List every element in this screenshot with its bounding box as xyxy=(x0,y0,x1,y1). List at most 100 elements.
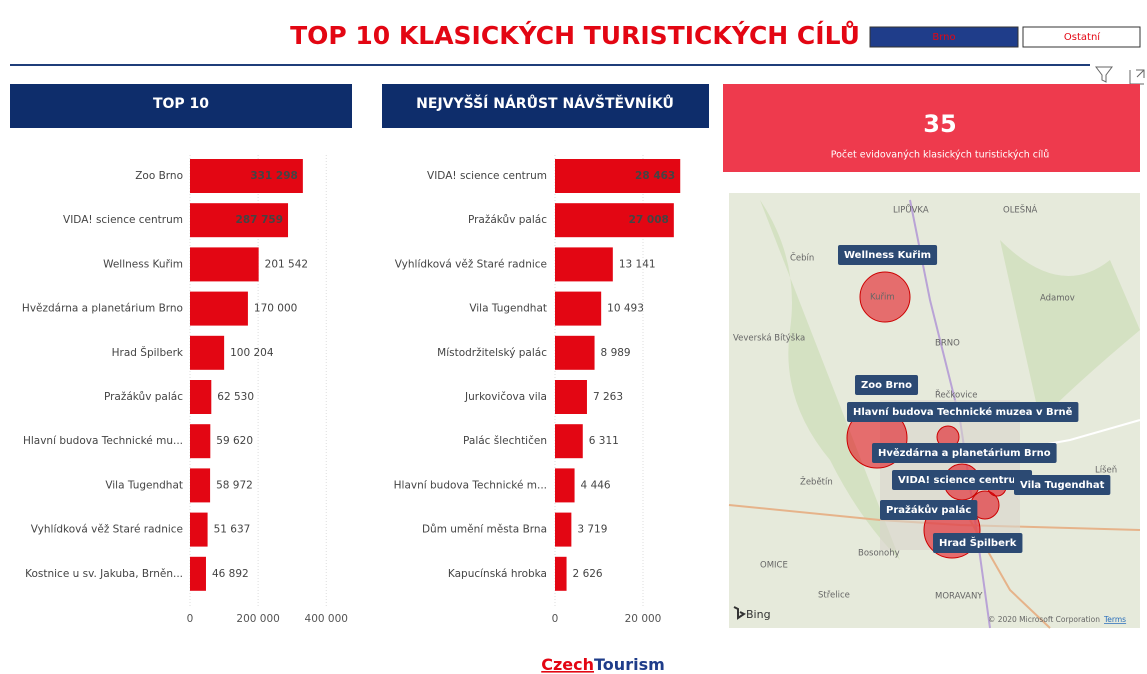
panel-header xyxy=(10,84,352,128)
bar xyxy=(555,335,595,370)
map-label[interactable]: Vila Tugendhat xyxy=(1014,475,1111,495)
bar xyxy=(190,512,208,547)
value-label: 8 989 xyxy=(601,347,631,359)
map-label-box[interactable] xyxy=(855,375,919,395)
value-label: 6 311 xyxy=(589,435,619,447)
category-label: Pražákův palác xyxy=(104,391,183,403)
map-label[interactable]: Hrad Špilberk xyxy=(933,533,1023,553)
bar xyxy=(190,247,259,282)
map-place: Řečkovice xyxy=(935,390,978,401)
map-label-box[interactable] xyxy=(892,470,1033,490)
map-label[interactable]: Hlavní budova Technické muzea v Brně xyxy=(847,402,1079,422)
bar xyxy=(190,335,225,370)
category-label: Dům umění města Brna xyxy=(422,524,547,536)
map-label-text[interactable]: Hvězdárna a planetárium Brno xyxy=(878,447,1051,459)
value-label: 201 542 xyxy=(265,258,308,270)
value-label: 4 446 xyxy=(581,479,611,491)
map-label[interactable]: Zoo Brno xyxy=(855,375,919,395)
filter-button-label[interactable]: Brno xyxy=(932,32,955,43)
brand-part: Czech xyxy=(541,655,594,674)
bar xyxy=(555,291,602,326)
brand-part: Tourism xyxy=(594,655,665,674)
map-label-box[interactable] xyxy=(872,443,1057,463)
map-label-text[interactable]: Vila Tugendhat xyxy=(1020,480,1105,491)
value-label: 46 892 xyxy=(212,568,249,580)
kpi-card xyxy=(723,84,1140,172)
map-place: Adamov xyxy=(1040,294,1075,304)
value-label: 58 972 xyxy=(216,479,253,491)
map-label[interactable]: Pražákův palác xyxy=(880,500,978,520)
category-label: Hlavní budova Technické m... xyxy=(394,479,547,491)
category-label: Vyhlídková věž Staré radnice xyxy=(395,258,547,270)
bar xyxy=(555,203,674,238)
map-bubble[interactable] xyxy=(859,271,911,323)
category-label: Kapucínská hrobka xyxy=(448,568,547,580)
map-label-text[interactable]: Zoo Brno xyxy=(861,380,912,391)
bar xyxy=(555,512,572,547)
brand-logo: CzechTourism xyxy=(541,655,665,674)
bar xyxy=(190,556,206,591)
filter-button[interactable] xyxy=(869,26,1019,48)
bar xyxy=(190,203,289,238)
map-label-box[interactable] xyxy=(847,402,1079,422)
page-title: TOP 10 KLASICKÝCH TURISTICKÝCH CÍLŮ xyxy=(290,20,860,50)
category-label: Vila Tugendhat xyxy=(469,303,547,315)
category-label: Hvězdárna a planetárium Brno xyxy=(22,303,183,315)
panel-title: TOP 10 xyxy=(153,96,209,112)
bar xyxy=(555,380,587,414)
map-place: Kuřim xyxy=(870,293,895,303)
category-label: Pražákův palác xyxy=(468,214,547,226)
map-place: Střelice xyxy=(818,591,850,601)
filter-button[interactable] xyxy=(1022,26,1141,48)
x-tick-label: 20 000 xyxy=(625,613,662,625)
value-label: 170 000 xyxy=(254,303,297,315)
category-label: Hlavní budova Technické mu... xyxy=(23,435,183,447)
value-label: 287 759 xyxy=(236,214,284,226)
category-label: Kostnice u sv. Jakuba, Brněn... xyxy=(25,568,183,580)
map-label-text[interactable]: Hrad Špilberk xyxy=(939,536,1017,549)
value-label: 10 493 xyxy=(607,303,644,315)
map-forest xyxy=(1000,240,1140,420)
map-provider: Bing xyxy=(746,608,771,621)
value-label: 62 530 xyxy=(217,391,254,403)
bar xyxy=(190,159,303,193)
bar xyxy=(190,424,211,459)
category-label: VIDA! science centrum xyxy=(63,214,183,226)
bing-icon xyxy=(733,606,746,620)
bar xyxy=(555,247,613,282)
filter-icon[interactable] xyxy=(1095,66,1113,83)
map-label-box[interactable] xyxy=(838,245,938,265)
kpi-value: 35 xyxy=(923,110,956,138)
map-label-text[interactable]: Pražákův palác xyxy=(886,503,971,516)
category-label: Vyhlídková věž Staré radnice xyxy=(31,524,183,536)
bar xyxy=(190,380,212,414)
map-label-text[interactable]: VIDA! science centrum xyxy=(898,475,1026,486)
value-label: 100 204 xyxy=(230,347,274,359)
map[interactable]: LIPŮVKA OLEŠNÁ Čebín Kuřim Adamov Veverská Bí… xyxy=(728,193,1141,629)
map-label[interactable]: VIDA! science centrum xyxy=(892,470,1033,490)
value-label: 51 637 xyxy=(214,524,251,536)
map-place: Čebín xyxy=(790,252,814,264)
map-label[interactable]: Wellness Kuřim xyxy=(838,245,938,265)
map-label-text[interactable]: Wellness Kuřim xyxy=(844,249,931,261)
map-terms[interactable]: Terms xyxy=(1103,615,1126,624)
value-label: 2 626 xyxy=(573,568,603,580)
map-label-text[interactable]: Hlavní budova Technické muzea v Brně xyxy=(853,406,1073,418)
toolbar[interactable] xyxy=(1095,66,1145,85)
kpi-label: Počet evidovaných klasických turistickýc… xyxy=(831,150,1050,161)
map-place: MORAVANY xyxy=(935,592,983,602)
category-label: Wellness Kuřim xyxy=(103,258,183,270)
focus-icon[interactable] xyxy=(1129,69,1145,85)
map-label-box[interactable] xyxy=(880,500,978,520)
filter-button-label[interactable]: Ostatní xyxy=(1064,31,1101,43)
panel-title: NEJVYŠŠÍ NÁRŮST NÁVŠTĚVNÍKŮ xyxy=(416,94,674,112)
map-place: BRNO xyxy=(935,339,960,349)
map-label-box[interactable] xyxy=(933,533,1023,553)
map-label[interactable]: Hvězdárna a planetárium Brno xyxy=(872,443,1057,463)
bar xyxy=(555,556,567,591)
value-label: 7 263 xyxy=(593,391,623,403)
map-label-box[interactable] xyxy=(1014,475,1111,495)
panel-header xyxy=(382,84,709,128)
x-tick-label: 0 xyxy=(187,613,194,625)
value-label: 13 141 xyxy=(619,258,656,270)
